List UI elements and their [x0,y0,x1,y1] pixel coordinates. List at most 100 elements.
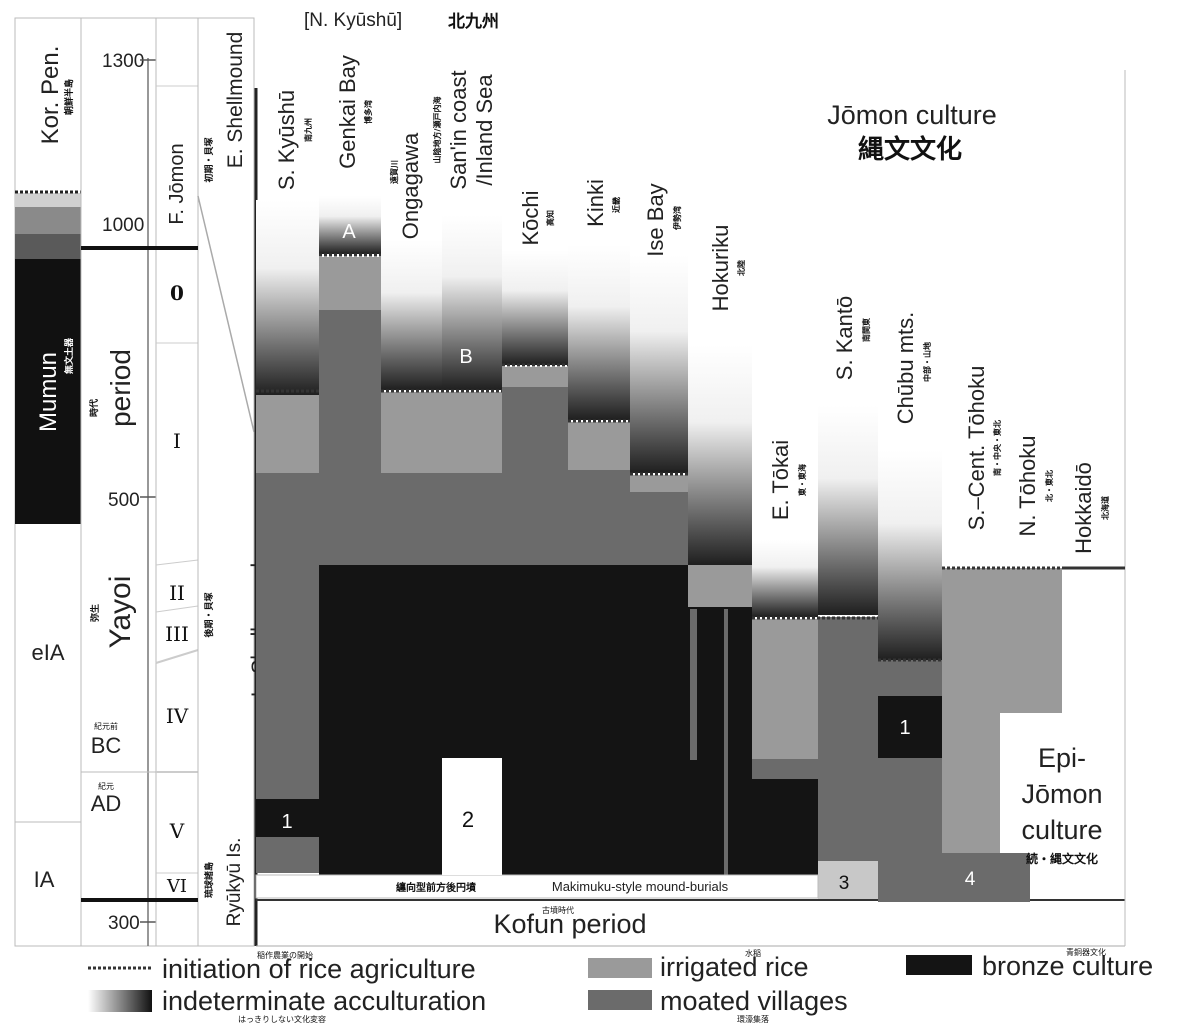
chubu-moated-bottom [878,758,942,902]
region-label-n-tohoku: N. Tōhoku [1015,435,1040,536]
legend-moated-jp: 環濠集落 [737,1014,769,1024]
yayoi-jp-label: 弥生 [89,604,101,622]
ad-jp-label: 紀元 [98,781,114,791]
mumun-label: Mumun [35,352,62,432]
chubu-moated-top [878,660,942,696]
marker-B: B [459,346,472,368]
phase-frame [155,17,199,947]
region-jp-e-tokai: 東・東海 [797,464,807,496]
regional-grid: A B 1 1 2 3 4 纏向型前方後円墳 Makimuku-style mo… [81,70,1126,947]
hokuriku-fade [688,345,752,565]
region-jp-kinki: 近畿 [611,197,621,213]
kor-pen-jp-label: 朝鮮半島 [63,79,75,115]
region-label-inland-sea: /Inland Sea [472,74,497,186]
legend-indeterminate-swatch [88,990,152,1012]
s-cent-tohoku-irrigated [942,568,1000,853]
n-tohoku-moated [1000,853,1030,902]
tick-1300: 1300 [102,51,144,72]
korea-light-band [15,193,81,207]
region-jp-hokuriku: 北陸 [736,260,746,276]
kor-pen-label: Kor. Pen. [37,46,64,145]
region-label-chubu: Chūbu mts. [893,312,918,425]
eia-label: eIA [31,640,64,665]
e-tokai-fade [752,540,818,617]
bronze-block-west [319,565,688,875]
region-jp-s-kanto: 南関東 [861,318,871,342]
marker-A: A [342,221,356,243]
ryukyu-label: Ryūkyū Is. [224,838,245,927]
legend-moated-swatch [588,990,652,1010]
shellmound-transition-line [197,195,255,433]
ise-irrigated [630,475,688,492]
ongagawa-fade [381,240,442,390]
l-shellmound-jp-label: 後期・貝塚 [203,592,215,637]
marker-4: 4 [965,869,976,890]
kochi-irrigated [502,367,568,387]
region-label-e-tokai: E. Tōkai [768,440,793,520]
marker-2-box [442,758,502,875]
e-tokai-irrigated [752,619,818,759]
phase-divider-I-II [155,559,199,566]
tick-300: 300 [108,913,140,934]
region-jp-ise: 伊勢湾 [672,206,682,231]
region-label-hokkaido: Hokkaidō [1071,462,1096,554]
region-jp-ongagawa: 遠賀川 [389,160,399,184]
rice-initiation-lines [256,253,1125,662]
region-label-genkai: Genkai Bay [335,55,360,169]
phase-IV: IV [166,704,189,728]
axis-frame [80,17,157,947]
genkai-moated [319,310,381,565]
n-tohoku-irrigated [1000,568,1062,713]
legend-irrigated-swatch [588,958,652,978]
chubu-fade [878,450,942,660]
ise-moated [630,492,688,565]
n-kyushu-label: [N. Kyūshū] [304,10,402,31]
legend-bronze-label: bronze culture [982,951,1153,981]
marker-3: 3 [839,873,850,894]
region-jp-hokkaido: 北海道 [1100,496,1110,520]
region-jp-n-tohoku: 北・東北 [1044,470,1054,502]
epi-jomon-jp: 続・縄文文化 [1026,851,1098,866]
genkai-fade [319,196,381,254]
hokuriku-moated-strip-left [690,609,697,760]
region-jp-kochi: 高知 [545,210,555,226]
n-kyushu-jp-label: 北九州 [448,12,499,32]
region-label-hokuriku: Hokuriku [708,225,733,312]
mumun-jp-label: 無文土器 [63,337,75,374]
f-jomon-label: F. Jōmon [166,143,188,224]
epi-jomon-line2: Jōmon [1021,779,1102,809]
legend-initiation-label: initiation of rice agriculture [162,954,476,984]
phase-divider-II-III [155,605,199,613]
epi-jomon-line1: Epi- [1038,743,1086,773]
ryukyu-jp-label: 琉球諸島 [203,862,215,898]
legend: 稲作農業の開始 initiation of rice agriculture i… [88,947,1153,1024]
kofun-label: Kofun period [493,909,646,939]
bc-jp-label: 紀元前 [94,721,118,731]
kofun-jp-label: 古墳時代 [542,905,574,915]
phase-V: V [169,819,185,843]
hokuriku-bronze [688,607,752,875]
e-shellmound-label: E. Shellmound [224,32,247,169]
legend-indeterminate-label: indeterminate acculturation [162,986,486,1016]
phase-VI: VI [166,876,187,897]
jomon-culture-jp-label: 縄文文化 [858,134,962,165]
legend-bronze-jp: 青銅器文化 [1066,947,1106,957]
ise-fade [630,255,688,473]
region-label-s-cent-tohoku: S.–Cent. Tōhoku [964,366,989,531]
kinki-moated [568,470,630,565]
sanin-fade [442,215,502,390]
marker-2: 2 [462,807,474,832]
makimuku-jp-label: 纏向型前方後円墳 [396,881,477,894]
sanin-moated [442,473,502,565]
kochi-moated [502,387,568,565]
marker-4-box [942,853,1000,902]
region-labels: S. Kyūshū 南九州 Genkai Bay 博多湾 Ongagawa 遠賀… [274,55,1110,554]
region-label-s-kanto: S. Kantō [832,296,857,380]
date-axis-column: 1300 1000 500 300 period 時代 Yayoi 弥生 紀元前… [80,17,157,947]
korea-mid-band [15,207,81,234]
tick-500: 500 [108,490,140,511]
jidai-label: 時代 [88,399,100,417]
region-label-ise: Ise Bay [643,183,668,256]
phase-column: F. Jōmon 0 I II III IV V VI [155,17,199,947]
